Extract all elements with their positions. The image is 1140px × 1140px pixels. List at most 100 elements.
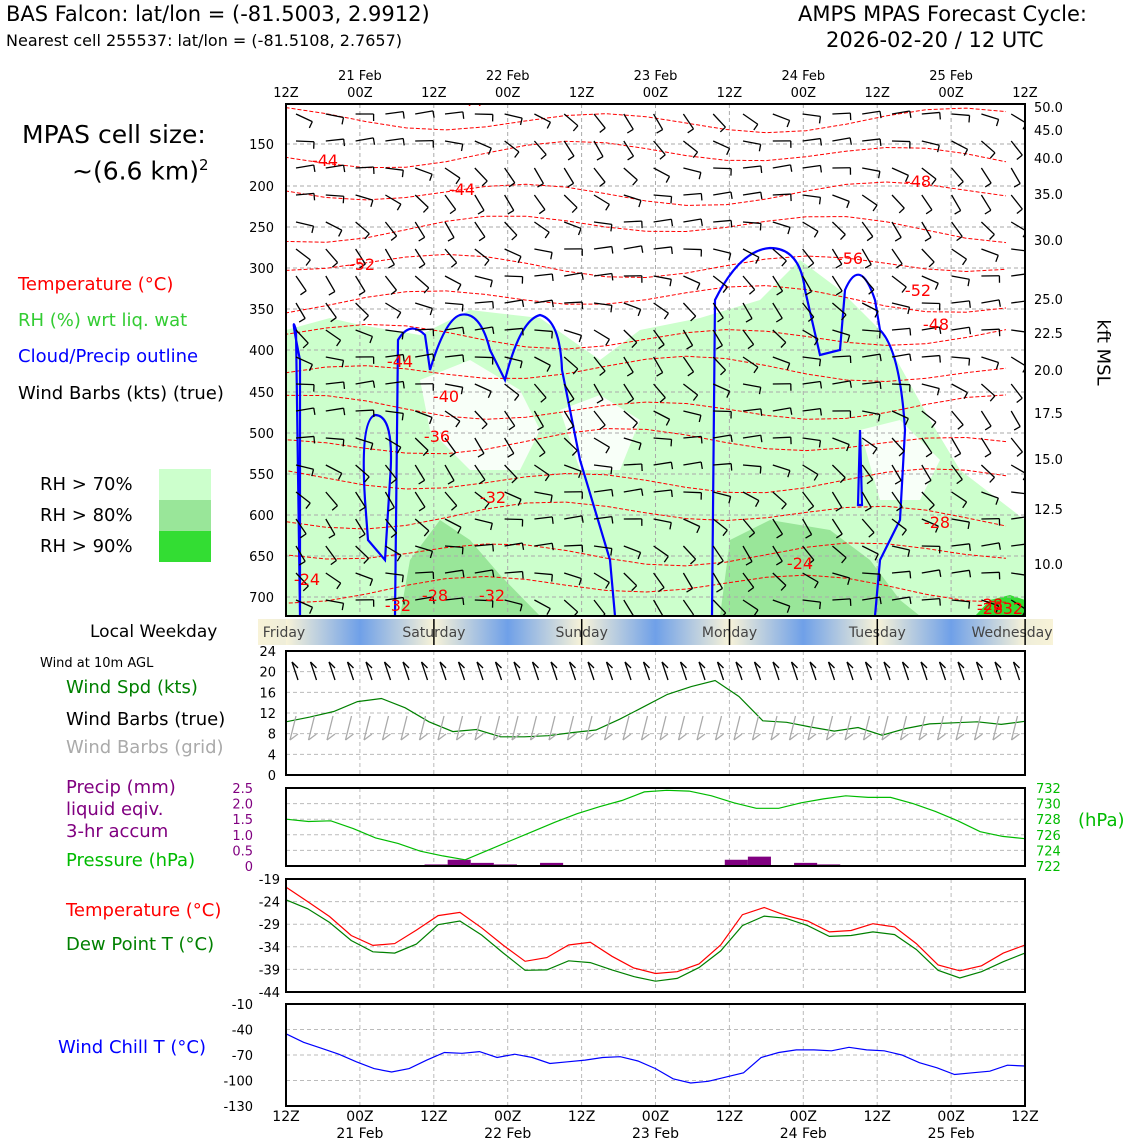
wind-barb-flag: [428, 417, 433, 425]
wind-barb: [831, 491, 843, 508]
wind-barb: [712, 329, 723, 346]
precip-tick-label: 0.5: [232, 844, 253, 859]
wind-barb-flag: [868, 532, 875, 538]
wind-barb-flag: [690, 558, 697, 565]
wind-barb-true: [680, 661, 687, 669]
kft-tick-label: 35.0: [1034, 188, 1063, 203]
wind-barb-true: [310, 661, 317, 669]
wind-barb: [802, 518, 813, 535]
wind-barb: [772, 164, 791, 169]
wind-barb-grid: [918, 715, 926, 741]
kft-tick-label: 20.0: [1034, 364, 1063, 379]
wind-barb-flag: [687, 371, 694, 377]
wind-barb-flag: [1029, 544, 1030, 551]
wind-barb: [891, 383, 911, 386]
wind-barb-flag: [719, 126, 726, 133]
wind-barb-flag: [544, 474, 550, 482]
wind-barb: [623, 545, 641, 554]
wind-barb: [742, 408, 761, 412]
precip-tick-label: 1.5: [232, 813, 253, 828]
wind-barb-flag: [864, 263, 872, 269]
wind-barb: [593, 410, 606, 426]
wind-barb: [742, 356, 759, 368]
wind-spd-label: Wind Spd (kts): [66, 677, 198, 698]
wind-barb-flag: [696, 283, 701, 291]
wind-barb-flag: [538, 209, 546, 215]
bottom-date-tick: 25 Feb: [928, 1126, 975, 1140]
wind-barb: [385, 437, 402, 448]
wind-barb: [802, 275, 813, 292]
bottom-hour-tick: 12Z: [863, 1109, 890, 1125]
wind-barb: [683, 410, 702, 416]
wind-barb-flag: [1016, 451, 1023, 457]
wind-barb: [683, 435, 702, 439]
wind-barb: [563, 410, 575, 427]
top-hour-tick: 00Z: [643, 86, 669, 101]
wind-barb: [325, 407, 344, 412]
legend-cloud: Cloud/Precip outline: [18, 346, 199, 367]
wind-barb-flag: [311, 225, 315, 234]
wind-barb-grid: [474, 715, 482, 741]
wind-barb: [832, 437, 850, 446]
wind-barb-flag: [786, 605, 791, 613]
wind-barb: [444, 326, 463, 331]
wind-barb-flag: [909, 353, 912, 362]
wind-barb-grid: [881, 733, 891, 741]
wind-barb: [444, 111, 463, 115]
wind-barb-flag: [659, 397, 666, 403]
wind-barb: [653, 218, 672, 223]
temperature-contour-label: -24: [294, 570, 320, 589]
wind-barb-flag: [537, 426, 544, 431]
wind-barb-flag: [722, 529, 728, 537]
wind-barb-flag: [658, 587, 665, 593]
wind-barb-true: [735, 661, 743, 681]
wind-barb-flag: [313, 436, 316, 444]
kft-tick-label: 25.0: [1034, 293, 1063, 308]
wind-barb: [444, 354, 463, 358]
wind-barb-flag: [449, 208, 457, 215]
wind-barb-flag: [813, 338, 819, 346]
wind-barb: [325, 464, 343, 474]
wind-barb: [384, 518, 398, 534]
wind-barb: [981, 491, 999, 499]
wind-barb-flag: [877, 171, 881, 179]
wind-barb-true: [920, 661, 928, 669]
wind-barb-true: [957, 661, 965, 669]
wind-barb: [534, 491, 553, 496]
windchill-label: Wind Chill T (°C): [58, 1037, 206, 1058]
wind-barb-flag: [925, 452, 933, 458]
wind-barb-flag: [358, 290, 366, 296]
wind-barb-flag: [429, 173, 433, 181]
wind-barb-flag: [578, 471, 582, 479]
wind-barb: [832, 329, 850, 336]
wind-barb-flag: [308, 364, 313, 372]
bottom-hour-tick: 12Z: [568, 1109, 595, 1125]
wind-barb: [563, 599, 579, 613]
wind-barb-flag: [369, 579, 374, 587]
wind-barb-true: [531, 661, 540, 681]
wind-barb-flag: [909, 110, 912, 118]
wind-barb: [474, 410, 488, 425]
wind-barb-flag: [611, 489, 614, 497]
wind-barb: [1010, 383, 1023, 399]
wind-barb: [564, 572, 582, 580]
temperature-contour: [286, 468, 1007, 494]
wind-barb: [772, 518, 784, 535]
wind-barb-flag: [551, 543, 554, 551]
wind-barbs-grid-label: Wind Barbs (grid): [66, 737, 224, 758]
wind-barb-grid: [974, 733, 983, 741]
wind-barb-flag: [866, 236, 874, 242]
wind-barb-grid: [418, 715, 427, 741]
wind-barb-flag: [328, 534, 336, 539]
wind-tick-label: 4: [268, 748, 276, 763]
wind-barb: [861, 302, 879, 312]
wind-barb-flag: [1029, 273, 1030, 280]
wind-barb: [742, 302, 753, 319]
wind-barb: [683, 218, 702, 223]
temperature-contour-label: -28: [924, 513, 950, 532]
wind-barb: [921, 598, 940, 601]
wind-barb-flag: [336, 339, 342, 347]
wind-barb: [623, 437, 642, 444]
wind-barb-flag: [328, 290, 336, 296]
wind-barb: [295, 275, 307, 292]
